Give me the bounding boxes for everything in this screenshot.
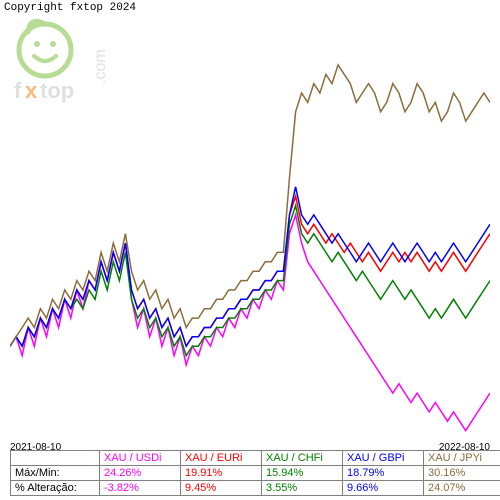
- legend-maxmin-jpy: 30.16%: [424, 466, 500, 481]
- legend-pair-eur: XAU / EURi: [181, 451, 262, 466]
- legend-pair-gbp: XAU / GBPi: [343, 451, 424, 466]
- chart-plot: [10, 18, 490, 440]
- legend-row-maxmin: Máx/Min: 24.26%19.91%15.94%18.79%30.16%: [11, 466, 500, 481]
- legend-pair-chf: XAU / CHFi: [262, 451, 343, 466]
- blank-cell: [11, 451, 100, 466]
- legend-change-jpy: 24.07%: [424, 481, 500, 496]
- series-gbp: [10, 187, 490, 346]
- series-chf: [10, 206, 490, 356]
- copyright-text: Copyright fxtop 2024: [4, 2, 136, 14]
- legend-pair-usd: XAU / USDi: [100, 451, 181, 466]
- legend-maxmin-eur: 19.91%: [181, 466, 262, 481]
- legend-table: XAU / USDiXAU / EURiXAU / CHFiXAU / GBPi…: [10, 450, 500, 496]
- legend-change-eur: 9.45%: [181, 481, 262, 496]
- legend-row-pairs: XAU / USDiXAU / EURiXAU / CHFiXAU / GBPi…: [11, 451, 500, 466]
- series-eur: [10, 196, 490, 346]
- legend-change-gbp: 9.66%: [343, 481, 424, 496]
- legend-pair-jpy: XAU / JPYi: [424, 451, 500, 466]
- legend-change-chf: 3.55%: [262, 481, 343, 496]
- row-label-change: % Alteração:: [11, 481, 100, 496]
- legend-maxmin-gbp: 18.79%: [343, 466, 424, 481]
- row-label-maxmin: Máx/Min:: [11, 466, 100, 481]
- legend-maxmin-usd: 24.26%: [100, 466, 181, 481]
- legend-row-change: % Alteração: -3.82%9.45%3.55%9.66%24.07%: [11, 481, 500, 496]
- legend-change-usd: -3.82%: [100, 481, 181, 496]
- legend-maxmin-chf: 15.94%: [262, 466, 343, 481]
- series-usd: [10, 215, 490, 431]
